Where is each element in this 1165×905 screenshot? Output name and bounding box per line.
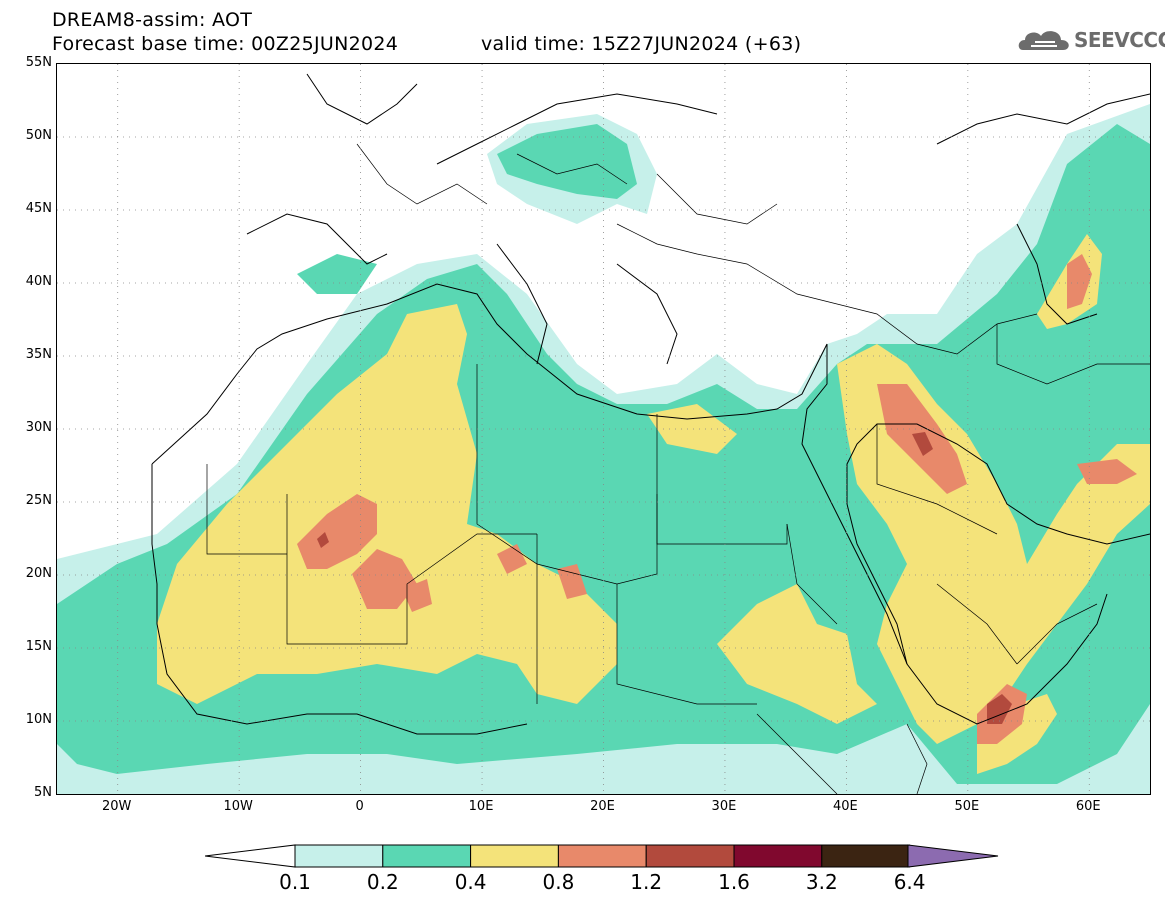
lat-label: 10N bbox=[25, 712, 52, 727]
colorbar-level-label: 0.1 bbox=[279, 870, 311, 894]
colorbar-level-label: 6.4 bbox=[893, 870, 926, 894]
lat-label: 50N bbox=[25, 128, 52, 143]
colorbar-level-label: 0.8 bbox=[542, 870, 575, 894]
colorbar bbox=[205, 844, 999, 868]
colorbar-box bbox=[470, 844, 559, 868]
colorbar-box bbox=[382, 844, 472, 868]
valid-time: valid time: 15Z27JUN2024 (+63) bbox=[481, 33, 802, 55]
colorbar-over-triangle bbox=[907, 844, 999, 868]
lon-label: 20E bbox=[590, 799, 615, 814]
colorbar-box bbox=[557, 844, 647, 868]
lon-label: 60E bbox=[1075, 799, 1101, 814]
lat-label: 30N bbox=[25, 420, 52, 435]
map-title: DREAM8-assim: AOT bbox=[52, 9, 253, 31]
colorbar-box bbox=[733, 844, 823, 868]
lon-label: 50E bbox=[954, 799, 980, 814]
lat-label: 25N bbox=[25, 493, 52, 508]
colorbar-level-label: 1.2 bbox=[630, 870, 663, 894]
borders bbox=[206, 143, 1150, 794]
colorbar-under-triangle bbox=[205, 844, 296, 868]
lat-label: 5N bbox=[34, 785, 52, 800]
cloud-icon bbox=[1018, 31, 1069, 50]
grid bbox=[57, 64, 1150, 794]
colorbar-box bbox=[821, 844, 911, 868]
lon-label: 10W bbox=[223, 799, 253, 814]
coastlines bbox=[151, 73, 1150, 735]
seevccc-logo: SEEVCCC bbox=[1074, 28, 1165, 52]
lon-label: 20W bbox=[102, 799, 132, 814]
colorbar-level-label: 3.2 bbox=[805, 870, 838, 894]
colorbar-box bbox=[645, 844, 735, 868]
colorbar-box bbox=[294, 844, 384, 868]
lat-label: 35N bbox=[25, 347, 52, 362]
lat-label: 40N bbox=[25, 274, 52, 289]
lon-label: 40E bbox=[832, 799, 858, 814]
colorbar-level-label: 0.4 bbox=[454, 870, 487, 894]
lat-label: 55N bbox=[25, 55, 52, 70]
lat-label: 45N bbox=[25, 201, 52, 216]
lat-label: 20N bbox=[25, 566, 52, 581]
forecast-base-time: Forecast base time: 00Z25JUN2024 bbox=[52, 33, 399, 55]
colorbar-level-label: 0.2 bbox=[366, 870, 399, 894]
lon-label: 0 bbox=[355, 799, 364, 814]
aot-layer-0.8 bbox=[297, 254, 1137, 744]
aot-map bbox=[56, 63, 1151, 795]
lon-label: 10E bbox=[468, 799, 494, 814]
lat-label: 15N bbox=[25, 639, 52, 654]
lon-label: 30E bbox=[711, 799, 737, 814]
colorbar-level-label: 1.6 bbox=[718, 870, 750, 894]
aot-layer-1.2 bbox=[317, 432, 1012, 724]
